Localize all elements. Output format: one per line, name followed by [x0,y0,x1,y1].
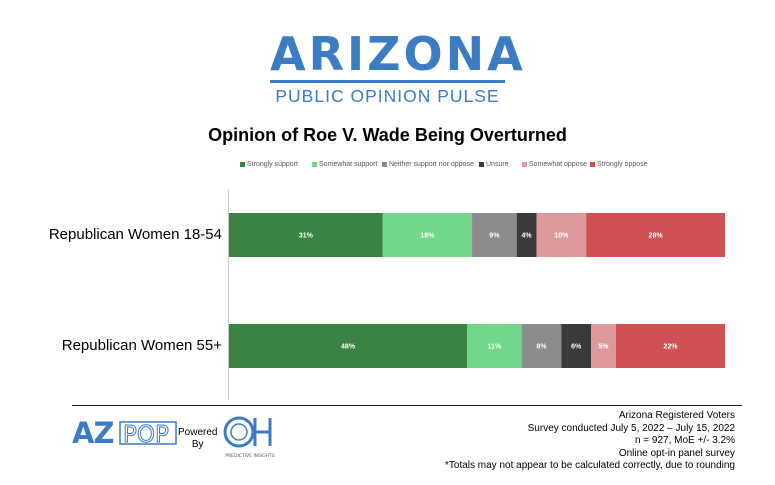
svg-text:POP: POP [123,422,169,448]
bar-segment-strongly-support-1 [229,324,468,368]
svg-text:AZ: AZ [72,418,113,448]
legend-label: Strongly support [247,161,298,168]
powered-by-label: Powered By [178,427,217,451]
bar-segment-unsure-0 [516,213,537,257]
legend-item-somewhat-oppose: Somewhat oppose [522,160,587,170]
legend-item-strongly-oppose: Strongly oppose [590,160,648,170]
category-axis-line [228,190,229,400]
data-label: 18% [420,233,435,240]
bar-segment-somewhat-oppose-1 [591,324,616,368]
note-sample: n = 927, MoE +/- 3.2% [634,435,735,446]
bar-segment-somewhat-oppose-0 [536,213,587,257]
partner-logo-text: PREDICTIVE INSIGHTS [225,453,275,459]
bar-segment-somewhat-support-0 [382,213,473,257]
legend-label: Somewhat support [319,161,378,168]
azpop-logo: AZ POP [72,416,177,453]
powered-text: Powered [178,427,218,438]
bar-segment-strongly-support-0 [229,213,383,257]
arizona-public-opinion-pulse-logo: ARIZONA PUBLIC OPINION PULSE [270,27,526,106]
bar-segment-strongly-oppose-1 [615,324,725,368]
by-text: By [191,439,204,450]
data-label: 31% [299,233,314,240]
data-label: 28% [649,233,664,240]
logo-subtitle: PUBLIC OPINION PULSE [275,86,500,106]
data-label: 8% [536,344,547,351]
chart-legend: Strongly support Somewhat support Neither … [230,160,750,172]
note-dates: Survey conducted July 5, 2022 – July 15,… [527,422,735,434]
legend-label: Unsure [486,161,509,168]
bar-segment-somewhat-support-1 [467,324,522,368]
category-label-women-18-54: Republican Women 18-54 [48,226,222,243]
bar-segment-neither-support-nor-oppose-0 [472,213,517,257]
logo-title: ARIZONA [270,27,526,81]
legend-swatch [522,161,527,167]
data-label: 22% [663,344,678,351]
legend-label: Somewhat oppose [529,161,587,168]
legend-swatch [479,161,484,167]
legend-swatch [240,161,245,167]
legend-swatch [590,161,595,167]
chart-title: Opinion of Roe V. Wade Being Overturned [208,125,567,145]
legend-item-somewhat-support: Somewhat support [312,160,377,170]
bar-segment-unsure-1 [561,324,592,368]
legend-label: Strongly oppose [597,161,648,168]
azpop-logo-graphic: AZ POP [72,416,177,450]
bar-segment-strongly-oppose-0 [586,213,725,257]
survey-notes: Arizona Registered Voters Survey conduct… [445,410,735,473]
data-label: 5% [598,344,609,351]
legend-label: Neither support nor oppose [389,161,474,168]
bar-segment-neither-support-nor-oppose-1 [521,324,562,368]
data-label: 48% [341,344,356,351]
category-label-women-55-plus: Republican Women 55+ [61,337,222,354]
logo-divider [270,80,505,83]
note-method: Online opt-in panel survey [618,447,735,459]
data-label: 10% [554,233,569,240]
legend-swatch [312,161,317,167]
data-label: 11% [488,344,502,351]
oh-predictive-insights-logo: PREDICTIVE INSIGHTS [223,416,275,459]
legend-item-neither-support-nor-oppose: Neither support nor oppose [382,160,474,170]
footer-divider [72,405,742,406]
legend-swatch [382,161,387,167]
legend-item-strongly-support: Strongly support [240,160,298,170]
data-label: 9% [489,233,500,240]
data-label: 4% [522,233,533,240]
data-label: 6% [571,344,582,351]
note-population: Arizona Registered Voters [618,410,735,421]
legend-item-unsure: Unsure [479,160,509,170]
note-rounding: *Totals may not appear to be calculated … [445,460,735,471]
